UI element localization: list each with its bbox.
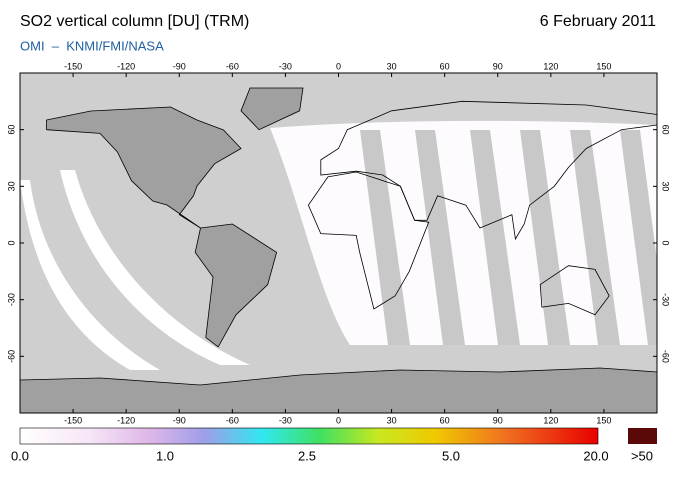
lon-tick-label: 90 bbox=[493, 415, 503, 425]
title: SO2 vertical column [DU] (TRM) bbox=[20, 13, 249, 30]
lon-tick-label: 0 bbox=[336, 415, 341, 425]
lon-tick-label: -120 bbox=[117, 61, 135, 71]
lon-tick-label: -150 bbox=[64, 61, 82, 71]
lon-tick-label: 90 bbox=[493, 61, 503, 71]
colorbar-label: 2.5 bbox=[298, 448, 316, 463]
lon-tick-label: -90 bbox=[173, 415, 186, 425]
lon-tick-label: -120 bbox=[117, 415, 135, 425]
lon-tick-label: -60 bbox=[226, 61, 239, 71]
lon-tick-label: -90 bbox=[173, 61, 186, 71]
lon-tick-label: 150 bbox=[596, 61, 611, 71]
lat-tick-label: -30 bbox=[661, 293, 671, 306]
swath-gap bbox=[20, 180, 160, 370]
lat-tick-label: 30 bbox=[661, 181, 671, 191]
colorbar-label: 1.0 bbox=[156, 448, 174, 463]
lat-tick-label: -60 bbox=[6, 350, 16, 363]
lon-tick-label: 30 bbox=[387, 61, 397, 71]
colorbar-label: 0.0 bbox=[11, 448, 29, 463]
lat-tick-label: 60 bbox=[6, 125, 16, 135]
subtitle: OMI – KNMI/FMI/NASA bbox=[20, 38, 164, 53]
lat-tick-label: 0 bbox=[6, 240, 16, 245]
lon-tick-label: 60 bbox=[440, 61, 450, 71]
land bbox=[20, 87, 657, 413]
date: 6 February 2011 bbox=[540, 13, 656, 30]
lat-tick-label: 30 bbox=[6, 181, 16, 191]
lon-tick-label: 120 bbox=[543, 415, 558, 425]
coastlines bbox=[307, 100, 657, 316]
lat-tick-label: 60 bbox=[661, 125, 671, 135]
lon-tick-label: -150 bbox=[64, 415, 82, 425]
colorbar-label: 5.0 bbox=[442, 448, 460, 463]
lon-tick-label: -30 bbox=[279, 415, 292, 425]
lon-tick-label: 120 bbox=[543, 61, 558, 71]
lat-tick-label: -60 bbox=[661, 350, 671, 363]
lat-tick-label: -30 bbox=[6, 293, 16, 306]
map bbox=[20, 73, 657, 413]
lat-tick-label: 0 bbox=[661, 240, 671, 245]
colorbar-labels: 0.0 1.0 2.5 5.0 20.0 bbox=[11, 448, 609, 463]
axis-ticks: -150 -150 -120 -120 -90 -90 -60 -60 -30 -30 0 0 30 30… bbox=[6, 61, 670, 425]
lon-tick-label: 60 bbox=[440, 415, 450, 425]
colorbar-overflow bbox=[628, 428, 657, 444]
lon-tick-label: 0 bbox=[336, 61, 341, 71]
lon-tick-label: -60 bbox=[226, 415, 239, 425]
colorbar-overflow-label: >50 bbox=[631, 448, 653, 463]
colorbar bbox=[19, 427, 599, 445]
swath-gap bbox=[60, 170, 250, 365]
lon-tick-label: -30 bbox=[279, 61, 292, 71]
colorbar-label: 20.0 bbox=[583, 448, 608, 463]
lon-tick-label: 150 bbox=[596, 415, 611, 425]
lon-tick-label: 30 bbox=[387, 415, 397, 425]
